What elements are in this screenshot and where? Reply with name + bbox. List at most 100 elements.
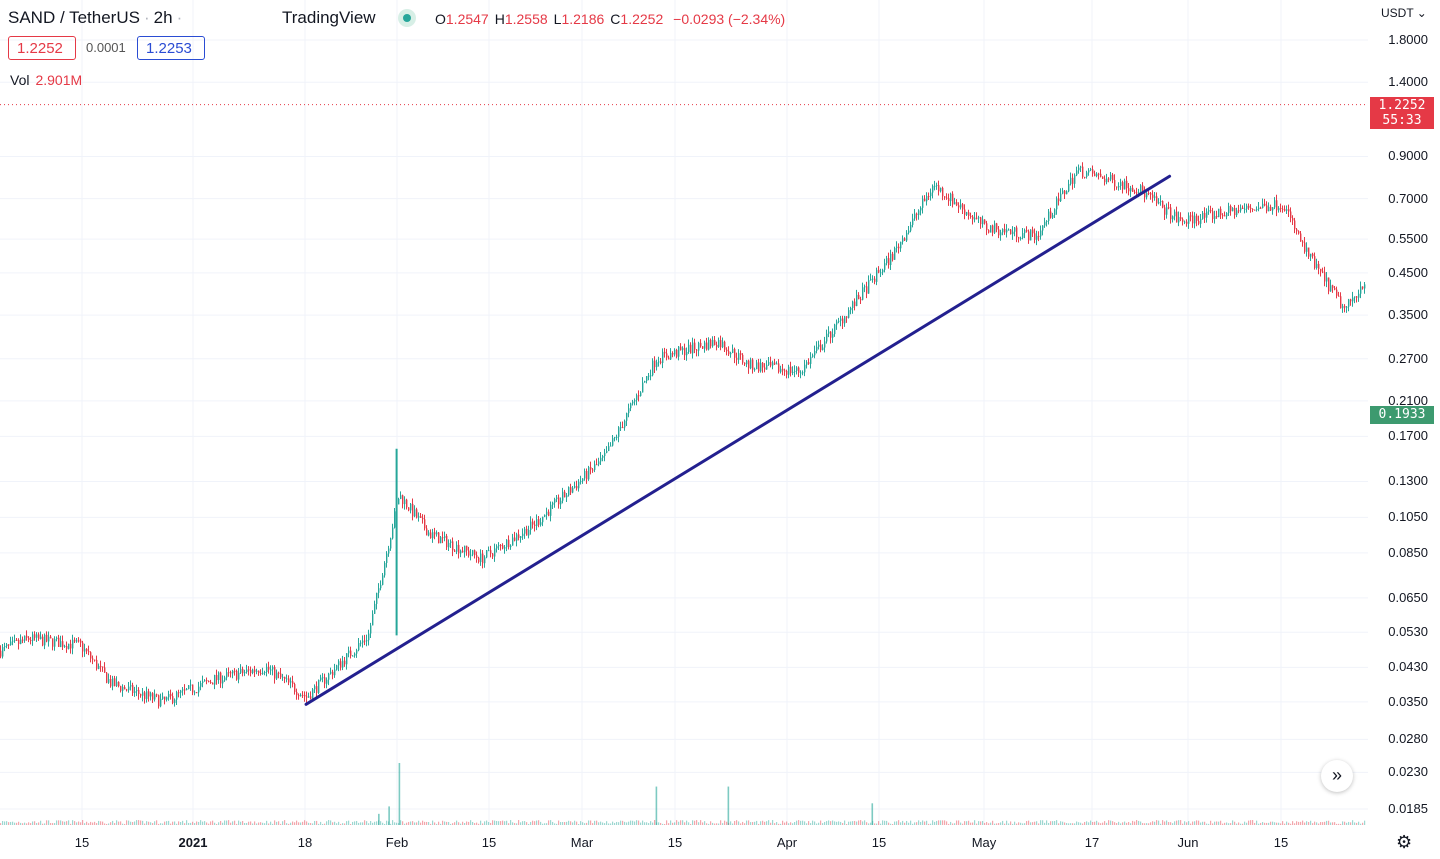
volume-spike	[655, 786, 658, 825]
volume-bar	[622, 820, 624, 825]
candle-body	[1358, 293, 1360, 298]
volume-bar	[394, 822, 396, 825]
candle-body	[378, 588, 380, 593]
candle-body	[534, 524, 536, 526]
candle-body	[1064, 190, 1066, 195]
candle-body	[982, 219, 984, 225]
volume-bar	[1282, 821, 1284, 825]
price-tick-label: 0.2700	[1388, 350, 1428, 366]
candle-body	[942, 187, 944, 197]
volume-bar	[200, 820, 202, 825]
candle-body	[550, 504, 552, 516]
volume-bar	[1164, 821, 1166, 825]
time-tick-label: May	[971, 835, 997, 850]
volume-bar	[256, 823, 258, 825]
volume-bar	[1014, 821, 1016, 825]
volume-bar	[1170, 822, 1172, 825]
volume-bar	[440, 823, 442, 825]
volume-bar	[30, 823, 32, 825]
candle-body	[490, 550, 492, 554]
candle-body	[1318, 263, 1320, 269]
sell-button[interactable]: 1.2252	[8, 36, 76, 60]
volume-bar	[684, 822, 686, 825]
gear-icon[interactable]: ⚙	[1396, 832, 1413, 852]
volume-bar	[86, 821, 88, 825]
candle-body	[592, 469, 594, 471]
volume-bar	[390, 823, 392, 825]
volume-bar	[364, 820, 366, 825]
candle-body	[1176, 211, 1178, 223]
volume-value: 2.901M	[35, 72, 83, 88]
candle-body	[1068, 183, 1070, 192]
volume-bar	[282, 821, 284, 825]
volume-bar	[508, 823, 510, 825]
currency-selector[interactable]: USDT ⌄	[1381, 6, 1427, 20]
volume-bar	[1120, 823, 1122, 825]
candle-body	[976, 217, 978, 219]
candle-body	[1202, 212, 1204, 219]
volume-bar	[806, 823, 808, 825]
volume-bar	[1336, 823, 1338, 825]
candle-body	[1006, 229, 1008, 233]
volume-bar	[852, 821, 854, 825]
volume-bar	[52, 823, 54, 825]
candle-body	[1174, 211, 1176, 217]
volume-bar	[386, 820, 388, 825]
volume-bar	[114, 823, 116, 825]
volume-bar	[318, 823, 320, 825]
volume-bar	[772, 820, 774, 825]
volume-bar	[738, 821, 740, 825]
volume-bar	[78, 821, 80, 825]
volume-bar	[226, 820, 228, 825]
candle-body	[82, 642, 84, 652]
candle-body	[1002, 228, 1004, 233]
candle-body	[722, 341, 724, 348]
volume-bar	[190, 822, 192, 825]
candle-body	[610, 445, 612, 447]
candle-body	[638, 395, 640, 397]
volume-bar	[670, 820, 672, 825]
candle-body	[944, 196, 946, 198]
candle-body	[868, 280, 870, 294]
candle-body	[248, 669, 250, 671]
price-tick-label: 1.8000	[1388, 32, 1428, 47]
volume-bar	[470, 820, 472, 825]
volume-bar	[1212, 823, 1214, 825]
volume-bar	[980, 821, 982, 825]
candle-body	[544, 514, 546, 517]
candle-body	[228, 672, 230, 674]
candle-body	[1330, 285, 1332, 292]
candle-body	[14, 639, 16, 641]
volume-bar	[112, 820, 114, 825]
buy-button[interactable]: 1.2253	[137, 36, 205, 60]
candle-body	[884, 263, 886, 270]
candle-body	[1338, 295, 1340, 297]
volume-bar	[802, 820, 804, 825]
candle-body	[656, 362, 658, 368]
candle-body	[766, 364, 768, 370]
volume-bar	[1250, 820, 1252, 825]
volume-bar	[568, 820, 570, 825]
volume-bars	[0, 763, 1366, 825]
trend-line[interactable]	[304, 174, 1172, 706]
volume-bar	[1034, 821, 1036, 825]
candle-body	[330, 671, 332, 674]
volume-bar	[144, 823, 146, 825]
volume-bar	[374, 821, 376, 825]
candle-body	[936, 185, 938, 187]
volume-bar	[1278, 822, 1280, 825]
candle-body	[382, 575, 384, 585]
interval-label[interactable]: 2h	[153, 8, 173, 27]
candle-body	[1014, 227, 1016, 232]
volume-bar	[1112, 821, 1114, 825]
candle-body	[38, 634, 40, 639]
volume-bar	[930, 823, 932, 825]
candle-body	[1046, 220, 1048, 222]
volume-bar	[784, 822, 786, 825]
candle-body	[1076, 170, 1078, 176]
volume-bar	[608, 823, 610, 825]
scroll-to-realtime-button[interactable]: »	[1321, 760, 1353, 792]
symbol-title[interactable]: SAND / TetherUS · 2h ·	[8, 8, 183, 27]
volume-bar	[510, 820, 512, 825]
